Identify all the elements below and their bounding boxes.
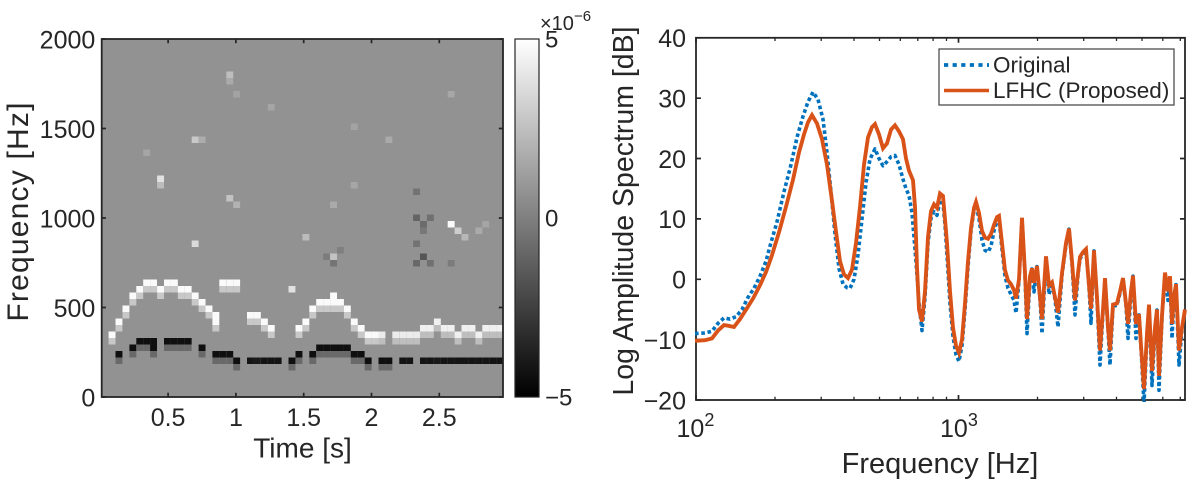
svg-text:500: 500 [54,295,96,323]
svg-text:30: 30 [658,86,686,114]
svg-text:Original: Original [993,53,1071,78]
svg-text:1.5: 1.5 [286,404,321,432]
svg-text:0: 0 [81,384,95,412]
svg-text:10: 10 [658,206,686,234]
svg-text:0: 0 [545,206,558,233]
svg-text:−10: −10 [644,327,686,355]
svg-text:1500: 1500 [40,116,96,144]
svg-text:1000: 1000 [40,205,96,233]
svg-text:40: 40 [658,25,686,53]
svg-text:2000: 2000 [40,26,96,54]
svg-text:2: 2 [365,404,379,432]
svg-text:Log Amplitude Spectrum [dB]: Log Amplitude Spectrum [dB] [608,26,640,395]
svg-text:0: 0 [672,267,686,295]
svg-text:−20: −20 [644,387,686,415]
svg-text:5: 5 [545,27,558,54]
svg-text:LFHC (Proposed): LFHC (Proposed) [993,78,1169,103]
svg-text:Time [s]: Time [s] [253,433,352,464]
svg-text:Frequency [Hz]: Frequency [Hz] [2,101,35,321]
svg-text:2.5: 2.5 [422,404,457,432]
svg-text:0.5: 0.5 [151,404,186,432]
svg-text:−5: −5 [545,385,572,412]
svg-text:1: 1 [229,404,243,432]
svg-text:20: 20 [658,146,686,174]
svg-text:Frequency [Hz]: Frequency [Hz] [842,448,1039,480]
